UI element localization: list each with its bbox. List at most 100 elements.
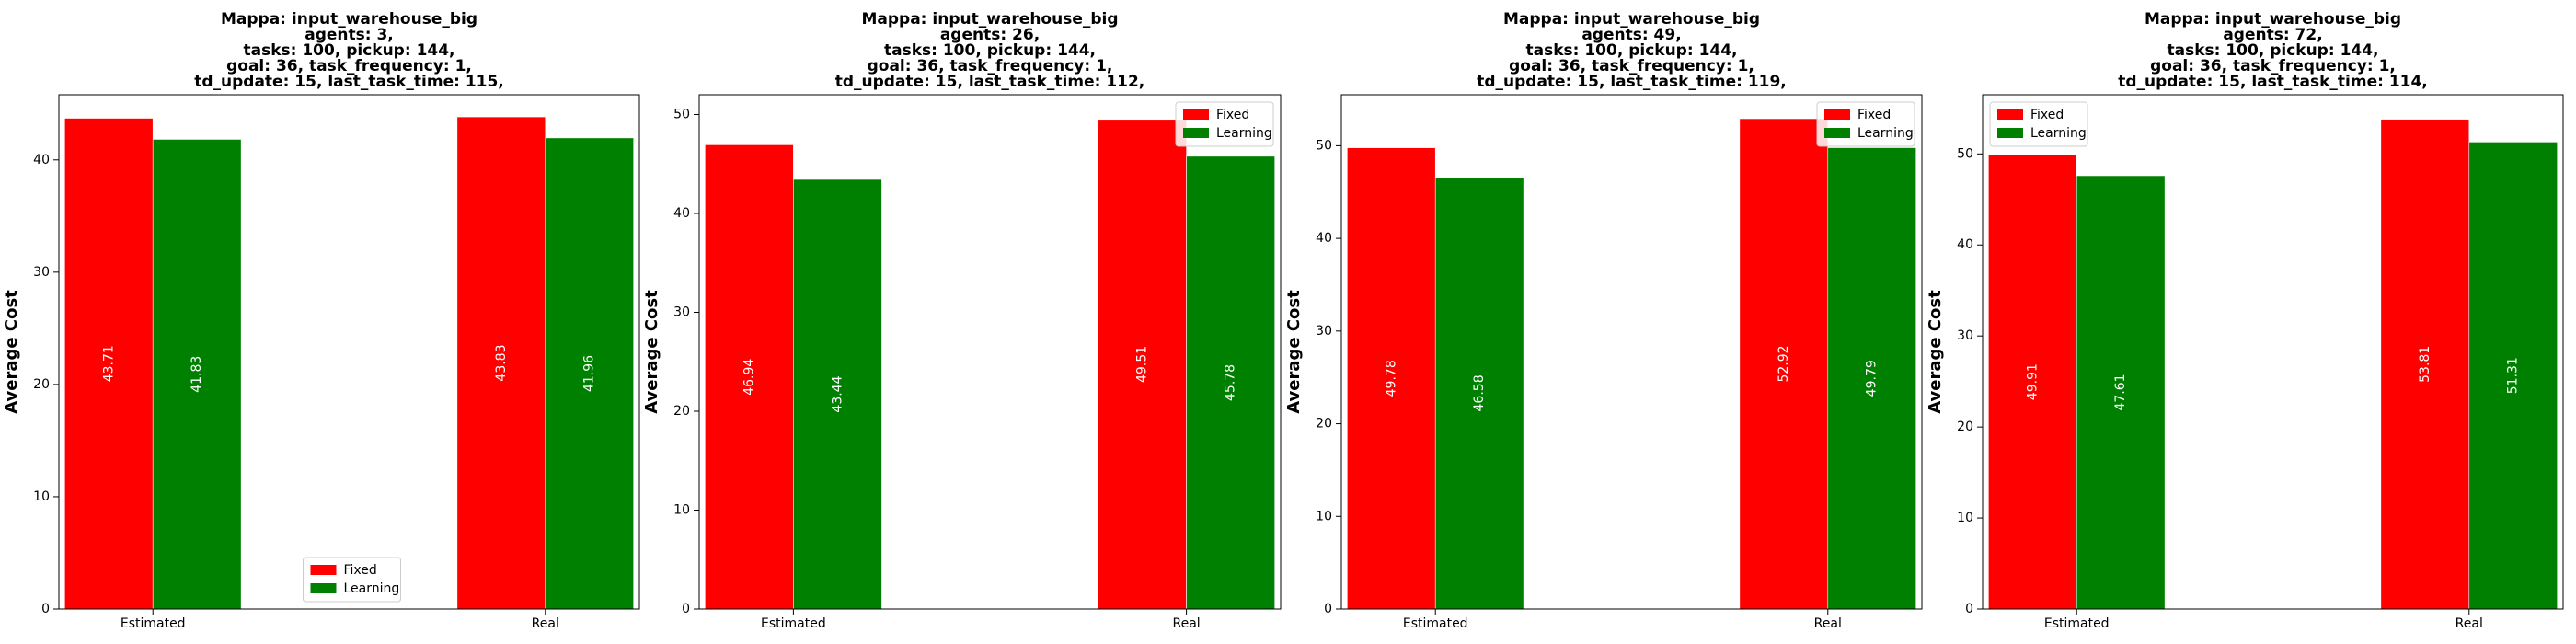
y-axis-label: Average Cost bbox=[1284, 290, 1304, 414]
y-tick-label: 50 bbox=[1957, 146, 1973, 161]
legend-label-fixed: Fixed bbox=[1857, 108, 1891, 122]
x-tick-label: Real bbox=[532, 616, 559, 631]
bar-fixed-real bbox=[2380, 119, 2470, 610]
y-tick-label: 0 bbox=[1324, 602, 1332, 616]
x-tick-label: Estimated bbox=[2044, 616, 2110, 631]
y-tick-label: 30 bbox=[1957, 328, 1973, 343]
bar-fixed-real bbox=[456, 116, 546, 610]
chart-title-line: agents: 3, bbox=[305, 26, 394, 44]
bar-value-label: 41.83 bbox=[190, 356, 204, 393]
y-tick-label: 10 bbox=[673, 503, 690, 518]
legend-label-fixed: Fixed bbox=[2030, 108, 2064, 122]
y-axis-label: Average Cost bbox=[1926, 290, 1945, 414]
bar-value-label: 51.31 bbox=[2506, 357, 2521, 394]
y-tick-label: 40 bbox=[33, 153, 50, 167]
bar-value-label: 47.61 bbox=[2113, 374, 2128, 410]
y-tick-label: 30 bbox=[1316, 324, 1332, 339]
y-tick-label: 50 bbox=[673, 108, 690, 122]
chart-title-line: agents: 49, bbox=[1581, 26, 1681, 44]
chart-title-line: Mappa: input_warehouse_big bbox=[2145, 10, 2401, 29]
plot-frame bbox=[698, 94, 1282, 610]
y-tick-label: 20 bbox=[1957, 420, 1973, 434]
legend: Fixed Learning bbox=[303, 557, 401, 603]
y-tick-label: 30 bbox=[673, 305, 690, 320]
bar-fixed-estimated bbox=[64, 118, 154, 610]
y-tick-label: 30 bbox=[33, 265, 50, 280]
chart-title-line: agents: 26, bbox=[940, 26, 1040, 44]
chart-title-line: tasks: 100, pickup: 144, bbox=[884, 41, 1096, 60]
bar-learning-estimated bbox=[793, 178, 882, 610]
y-tick-label: 0 bbox=[41, 602, 50, 616]
legend-label-fixed: Fixed bbox=[344, 563, 377, 578]
chart-title-line: td_update: 15, last_task_time: 114, bbox=[2118, 73, 2428, 91]
chart-title-line: goal: 36, task_frequency: 1, bbox=[226, 57, 472, 75]
x-tick-label: Real bbox=[2455, 616, 2483, 631]
bar-learning-real bbox=[2468, 142, 2558, 610]
bar-learning-real bbox=[545, 137, 634, 610]
legend-swatch-fixed bbox=[1824, 109, 1850, 120]
y-tick-label: 40 bbox=[673, 206, 690, 221]
chart-title-line: td_update: 15, last_task_time: 112, bbox=[835, 73, 1145, 91]
bar-value-label: 46.94 bbox=[742, 359, 756, 396]
chart-title-line: Mappa: input_warehouse_big bbox=[1503, 10, 1760, 29]
chart-title: Mappa: input_warehouse_big agents: 26, tas… bbox=[835, 10, 1145, 91]
y-tick-label: 10 bbox=[1316, 509, 1332, 523]
bar-value-label: 43.83 bbox=[494, 344, 509, 381]
bar-learning-estimated bbox=[2076, 175, 2166, 610]
chart-title-line: Mappa: input_warehouse_big bbox=[221, 10, 477, 29]
y-tick-label: 20 bbox=[1316, 417, 1332, 431]
legend-label-fixed: Fixed bbox=[1216, 108, 1249, 122]
plot-frame bbox=[1982, 94, 2564, 610]
chart-title-line: td_update: 15, last_task_time: 115, bbox=[194, 73, 504, 91]
y-tick-label: 40 bbox=[1316, 231, 1332, 246]
y-tick-label: 0 bbox=[682, 602, 690, 616]
bar-fixed-estimated bbox=[1347, 147, 1436, 610]
chart-title: Mappa: input_warehouse_big agents: 72, tas… bbox=[2118, 10, 2428, 91]
legend-swatch-fixed bbox=[310, 565, 337, 575]
chart-title-line: tasks: 100, pickup: 144, bbox=[1525, 41, 1737, 60]
legend-label-learning: Learning bbox=[1216, 126, 1272, 141]
x-tick-label: Estimated bbox=[1403, 616, 1468, 631]
chart-title-line: goal: 36, task_frequency: 1, bbox=[1509, 57, 1754, 75]
bar-fixed-real bbox=[1739, 118, 1829, 610]
x-tick-label: Real bbox=[1814, 616, 1842, 631]
bar-learning-real bbox=[1186, 155, 1275, 610]
chart-title-line: goal: 36, task_frequency: 1, bbox=[2150, 57, 2396, 75]
legend: Fixed Learning bbox=[1175, 101, 1274, 147]
legend-label-learning: Learning bbox=[1857, 126, 1914, 141]
x-tick-label: Estimated bbox=[121, 616, 186, 631]
bar-value-label: 43.71 bbox=[101, 345, 116, 382]
legend-swatch-fixed bbox=[1997, 109, 2023, 120]
chart-panel-1: 43.71 43.83 41.83 41.96 0 10 20 30 40 Estimated Re… bbox=[2, 10, 640, 631]
plot-frame bbox=[58, 94, 640, 610]
chart-panel-2: 46.94 49.51 43.44 45.78 0 10 20 30 40 50 Estimated… bbox=[642, 10, 1282, 631]
bar-value-label: 49.51 bbox=[1135, 346, 1150, 383]
x-tick-label: Real bbox=[1173, 616, 1201, 631]
bar-value-label: 49.78 bbox=[1384, 360, 1398, 397]
bar-value-label: 49.91 bbox=[2025, 363, 2040, 400]
plot-frame bbox=[1340, 94, 1923, 610]
legend-swatch-learning bbox=[1824, 128, 1850, 138]
chart-title-line: goal: 36, task_frequency: 1, bbox=[868, 57, 1113, 75]
chart-panel-4: 49.91 53.81 47.61 51.31 0 10 20 30 40 50 Estimated… bbox=[1926, 10, 2564, 631]
bar-fixed-estimated bbox=[1988, 154, 2077, 610]
legend: Fixed Learning bbox=[1816, 101, 1915, 147]
legend-swatch-learning bbox=[310, 583, 337, 593]
y-axis-label: Average Cost bbox=[642, 290, 661, 414]
chart-title: Mappa: input_warehouse_big agents: 3, task… bbox=[194, 10, 504, 91]
bar-value-label: 43.44 bbox=[830, 375, 845, 412]
legend-swatch-fixed bbox=[1183, 109, 1209, 120]
legend-swatch-learning bbox=[1997, 128, 2023, 138]
chart-title-line: td_update: 15, last_task_time: 119, bbox=[1477, 73, 1787, 91]
chart-title-line: agents: 72, bbox=[2223, 26, 2322, 44]
bar-value-label: 53.81 bbox=[2418, 346, 2432, 383]
bar-value-label: 45.78 bbox=[1224, 364, 1238, 401]
chart-title: Mappa: input_warehouse_big agents: 49, tas… bbox=[1477, 10, 1787, 91]
y-tick-label: 10 bbox=[33, 489, 50, 504]
legend: Fixed Learning bbox=[1989, 101, 2088, 147]
bar-learning-real bbox=[1827, 147, 1916, 610]
bar-learning-estimated bbox=[152, 139, 242, 610]
y-tick-label: 20 bbox=[673, 404, 690, 419]
chart-title-line: tasks: 100, pickup: 144, bbox=[243, 41, 454, 60]
